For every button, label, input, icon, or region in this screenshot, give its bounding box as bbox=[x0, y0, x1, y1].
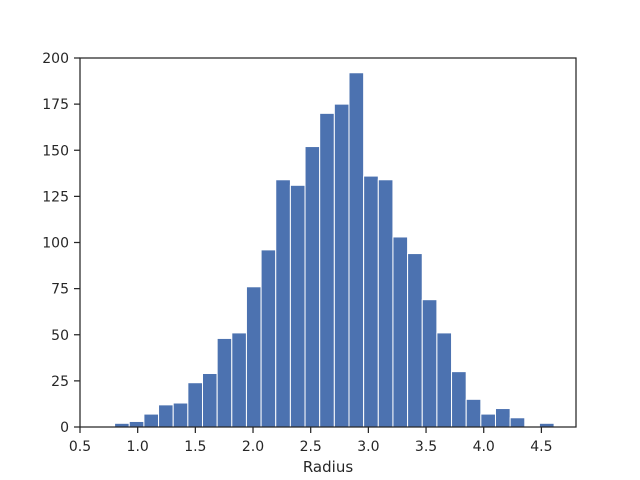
y-tick-label: 150 bbox=[42, 143, 69, 159]
histogram-bar bbox=[421, 299, 438, 428]
histogram-bar bbox=[158, 404, 174, 428]
histogram-bar bbox=[289, 184, 306, 428]
histogram-bar bbox=[436, 332, 453, 428]
y-tick-label: 0 bbox=[60, 420, 69, 436]
histogram-bar bbox=[202, 372, 218, 428]
histogram-bar bbox=[333, 103, 350, 428]
histogram-bar bbox=[319, 112, 335, 428]
y-tick-label: 125 bbox=[42, 189, 69, 205]
histogram-bar bbox=[260, 249, 277, 428]
x-tick-label: 0.5 bbox=[69, 439, 91, 455]
histogram-bar bbox=[377, 179, 394, 428]
histogram-bar bbox=[392, 236, 409, 428]
y-tick-label: 100 bbox=[42, 236, 69, 252]
histogram-bar bbox=[172, 402, 189, 428]
histogram-bar bbox=[143, 413, 160, 428]
x-tick-label: 4.5 bbox=[530, 439, 552, 455]
x-tick-label: 2.5 bbox=[300, 439, 322, 455]
x-tick-label: 2.0 bbox=[242, 439, 264, 455]
histogram-bar bbox=[494, 408, 511, 428]
histogram-bar bbox=[128, 420, 145, 428]
histogram-bar bbox=[231, 332, 247, 428]
histogram-bar bbox=[451, 371, 467, 428]
y-tick-label: 200 bbox=[42, 51, 69, 67]
y-tick-label: 25 bbox=[51, 374, 69, 390]
histogram-bar bbox=[509, 417, 526, 428]
y-axis-ticks: 0 25 50 75 100 125 150 175 200 bbox=[42, 51, 80, 436]
y-tick-label: 50 bbox=[51, 328, 69, 344]
histogram-bars bbox=[114, 72, 555, 428]
x-tick-label: 4.0 bbox=[473, 439, 495, 455]
histogram-bar bbox=[348, 72, 365, 428]
histogram-bar bbox=[480, 413, 496, 428]
y-tick-label: 75 bbox=[51, 282, 69, 298]
x-axis-label: Radius bbox=[303, 458, 353, 476]
histogram-bar bbox=[407, 253, 423, 428]
histogram-bar bbox=[275, 179, 291, 428]
histogram-bar bbox=[187, 382, 204, 428]
y-tick-label: 175 bbox=[42, 97, 69, 113]
histogram-bar bbox=[363, 175, 379, 428]
x-tick-label: 1.5 bbox=[184, 439, 206, 455]
x-axis-ticks: 0.5 1.0 1.5 2.0 2.5 3.0 3.5 4.0 4.5 bbox=[69, 427, 553, 455]
x-tick-label: 3.0 bbox=[357, 439, 379, 455]
histogram-bar bbox=[216, 337, 233, 428]
histogram-bar bbox=[304, 146, 321, 428]
x-tick-label: 3.5 bbox=[415, 439, 437, 455]
histogram-bar bbox=[245, 286, 262, 428]
histogram-bar bbox=[465, 398, 482, 428]
x-tick-label: 1.0 bbox=[127, 439, 149, 455]
